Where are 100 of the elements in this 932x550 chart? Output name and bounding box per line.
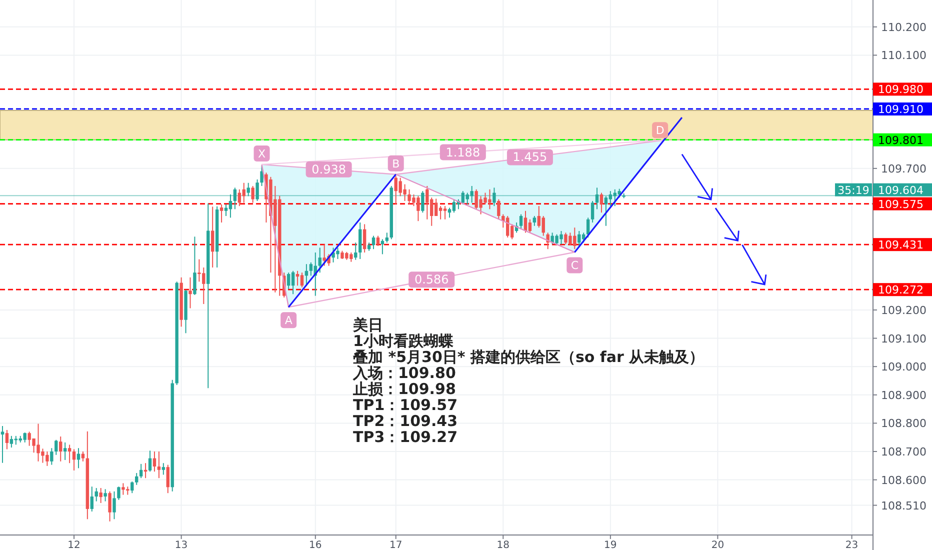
candlestick [470,185,474,204]
candlestick [421,190,424,214]
candlestick [362,224,366,253]
candlestick [139,463,143,479]
candlestick [532,215,536,226]
candlestick [10,435,14,448]
candlestick [246,182,250,197]
ref-line-label: 109.431 [878,238,924,252]
y-tick-label: 108.900 [881,388,926,402]
candlestick [542,215,545,236]
candlestick [291,270,295,295]
candlestick [256,178,259,202]
candlestick [68,444,72,464]
candlestick [497,198,500,220]
candlestick [380,238,384,255]
annotation: 1.455 [512,150,548,164]
x-tick-label: 13 [174,540,188,550]
candlestick [528,218,532,234]
candlestick [210,206,214,268]
candlestick [130,481,134,494]
annotation: C [570,259,579,272]
y-tick-label: 108.700 [881,445,926,458]
ref-line-label: 109.272 [878,284,924,297]
candlestick [162,462,166,476]
candlestick [372,235,376,250]
candlestick [586,217,590,238]
candlestick [90,486,94,512]
y-tick-label: 108.510 [881,499,926,512]
y-tick-label: 109.000 [881,360,926,374]
candlestick [152,450,156,472]
candlestick [438,206,442,220]
candlestick [300,272,304,288]
annotation: B [392,157,400,170]
ref-line-label: 109.604 [878,184,924,197]
candlestick [220,204,224,223]
candlestick [228,194,232,218]
x-tick-label: 19 [604,540,617,550]
y-tick-label: 109.100 [881,332,926,346]
candlestick [72,448,76,471]
candlestick [595,187,599,210]
candlestick [63,442,67,460]
x-tick-label: 20 [711,540,724,550]
annotation: TP2：109.43 [353,412,458,430]
candlestick [546,232,550,250]
candlestick [519,214,523,230]
candlestick [50,448,54,466]
candlestick [260,165,264,186]
candlestick [385,232,389,244]
annotation: 美日 [352,316,383,334]
annotation: 1.188 [446,145,480,160]
annotation: 入场：109.80 [352,364,456,382]
annotation: 35:19 [838,184,870,197]
candlestick [104,488,107,502]
annotation: TP3：109.27 [353,428,458,446]
candlestick [376,235,380,246]
candlestick [59,436,62,462]
candlestick [600,192,604,214]
ref-line-label: 109.575 [878,198,924,211]
y-tick-label: 109.700 [881,162,926,176]
candlestick [233,187,237,210]
candlestick [443,206,447,220]
candlestick [166,464,170,494]
candlestick [224,204,228,216]
candlestick [578,230,581,246]
annotation: TP1：109.57 [353,396,458,414]
candlestick [251,185,254,204]
candlestick [54,439,58,456]
candlestick [135,472,138,486]
x-tick-label: 23 [845,540,858,550]
annotation: 0.586 [414,272,449,287]
candlestick [94,488,98,502]
candlestick [608,190,612,207]
candlestick [309,262,313,276]
candlestick [286,272,290,290]
candlestick [426,185,429,220]
candlestick [112,490,116,520]
candlestick [99,488,102,504]
candlestick [296,270,300,286]
candlestick [193,236,196,296]
y-tick-label: 108.800 [881,417,926,430]
candlestick [108,490,112,522]
candlestick [354,242,358,260]
annotation: D [656,124,664,138]
candlestick [188,276,192,309]
candlestick [461,190,465,205]
candlestick [238,188,242,207]
candlestick [434,198,438,216]
candlestick [358,222,362,260]
candlestick [604,196,608,226]
candlestick [0,426,4,464]
candlestick [492,187,496,207]
candlestick [81,450,85,462]
y-tick-label: 108.600 [881,474,926,487]
ref-line-label: 109.801 [878,134,924,147]
candlestick [452,198,456,214]
y-tick-label: 109.200 [881,304,926,317]
candlestick [157,450,161,479]
ref-line-label: 109.980 [878,83,924,96]
annotation: A [284,314,293,328]
annotation: 0.938 [312,162,346,176]
